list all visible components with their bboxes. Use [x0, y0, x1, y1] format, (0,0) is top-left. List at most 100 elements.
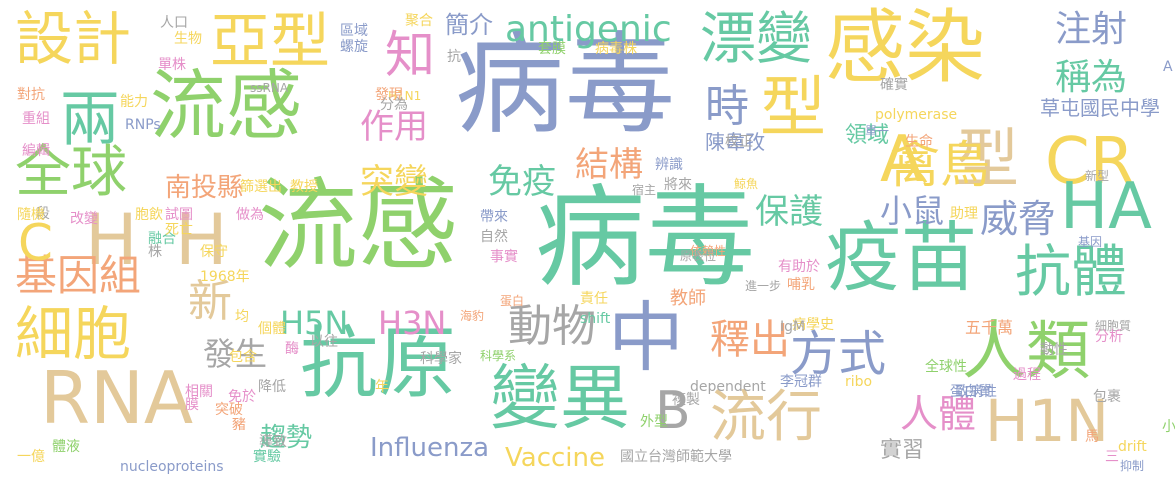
word-97: 助理	[950, 206, 978, 222]
word-153: 發現	[375, 87, 403, 103]
word-99: 自然	[480, 229, 508, 245]
word-86: H1N1	[388, 89, 422, 103]
word-129: 豬	[232, 417, 246, 433]
word-105: 責任	[580, 291, 608, 307]
word-98: 帶來	[480, 209, 508, 225]
word-133: 一億	[17, 449, 45, 465]
word-1: 病毒	[535, 174, 755, 302]
word-24: 流行	[710, 385, 822, 450]
word-78: 篩選出	[240, 179, 282, 195]
word-144: 編輯	[22, 143, 50, 159]
word-43: 突變	[360, 162, 428, 202]
word-28: 方式	[790, 326, 887, 382]
word-62: 國立台灣師範大學	[620, 449, 732, 465]
word-110: 過程	[1013, 367, 1041, 383]
word-70: 病學史	[792, 317, 834, 333]
word-81: drift	[1118, 439, 1147, 455]
word-67: 全球性	[925, 359, 967, 375]
word-31: 知	[385, 26, 435, 84]
word-63: nucleoproteins	[120, 459, 224, 475]
word-88: 確實	[880, 77, 908, 93]
word-113: 複製	[672, 392, 700, 408]
word-48: 發生	[203, 335, 268, 373]
word-103: 基因	[1078, 235, 1103, 249]
word-77: 教授	[290, 179, 318, 195]
word-27: 基因組	[15, 251, 142, 300]
word-127: 膜	[185, 397, 199, 413]
word-149: 生物	[174, 31, 202, 47]
word-116: 三	[1105, 449, 1119, 465]
word-8: 中	[608, 293, 684, 382]
word-16: CR	[1045, 125, 1135, 199]
word-130: 導致	[259, 434, 287, 450]
word-46: 保護	[755, 192, 823, 232]
word-53: Vaccine	[505, 443, 605, 473]
word-126: 相關	[185, 384, 213, 400]
word-39: 威脅	[980, 197, 1057, 241]
word-128: 突破	[215, 402, 243, 418]
word-74: 依賴性	[690, 244, 727, 258]
word-20: 亞型	[210, 7, 330, 77]
word-60: polymerase	[875, 107, 958, 123]
word-100: 事實	[490, 249, 518, 265]
word-29: 禽鳥	[890, 136, 990, 194]
word-52: Influenza	[370, 433, 490, 463]
word-146: 對抗	[17, 87, 45, 103]
word-21: 細胞	[15, 300, 132, 368]
word-117: 小體	[1162, 419, 1175, 435]
word-76: 套膜	[538, 41, 566, 57]
word-34: 新	[188, 276, 232, 327]
word-44: 結構	[575, 145, 643, 185]
word-35: 動物	[508, 301, 596, 352]
word-13: 型	[760, 69, 826, 146]
word-56: 實習	[880, 438, 925, 463]
word-38: 人體	[900, 392, 977, 436]
word-69: 細胞質	[1095, 319, 1132, 333]
word-108: 分析	[1095, 329, 1123, 345]
word-96: 新型	[1085, 169, 1110, 183]
word-152: 螺旋	[340, 39, 368, 55]
word-138: 死亡	[165, 222, 193, 238]
word-102: 有助於	[778, 259, 820, 275]
word-120: 個體	[258, 321, 286, 337]
word-84: RNPs	[125, 117, 161, 133]
word-26: 兩	[60, 85, 120, 155]
word-7: RNA	[40, 356, 194, 440]
word-111: 包裹	[1093, 389, 1121, 405]
word-18: H1N	[985, 387, 1109, 455]
word-132: 體液	[52, 439, 80, 455]
word-49: H5N	[280, 304, 349, 342]
word-11: H	[85, 199, 138, 281]
word-79: 1968年	[200, 269, 250, 285]
word-66: 五千萬	[965, 318, 1014, 337]
word-50: H3N	[378, 304, 447, 342]
word-150: 人口	[160, 15, 188, 31]
word-80: shift	[580, 311, 611, 327]
word-32: B	[655, 381, 691, 441]
word-45: 免疫	[488, 162, 556, 202]
word-85: ssRNA	[250, 81, 289, 95]
word-145: 重組	[22, 111, 50, 127]
word-115: 馬	[1085, 429, 1099, 445]
word-142: 段	[36, 206, 50, 222]
word-92: 辨識	[655, 157, 683, 173]
word-101: 原表位	[680, 249, 717, 263]
word-82: ribo	[845, 374, 873, 390]
word-36: 釋出	[710, 317, 790, 363]
word-12: H	[175, 199, 228, 281]
word-122: 包含	[229, 349, 257, 365]
word-14: A	[880, 123, 924, 197]
word-83: IgM	[780, 319, 806, 335]
word-25: 全球	[15, 140, 127, 205]
word-89: 單一	[865, 124, 890, 138]
word-156: 抗	[447, 49, 461, 65]
word-91: 校正	[725, 134, 753, 150]
word-68: 蛋白質	[950, 384, 992, 400]
word-54: 南投縣	[165, 173, 244, 203]
word-112: 致病性	[955, 384, 997, 400]
word-51: 趨勢	[260, 423, 313, 453]
word-135: 保守	[200, 244, 228, 260]
word-6: 抗原	[300, 319, 457, 409]
word-61: 教師	[670, 288, 706, 309]
